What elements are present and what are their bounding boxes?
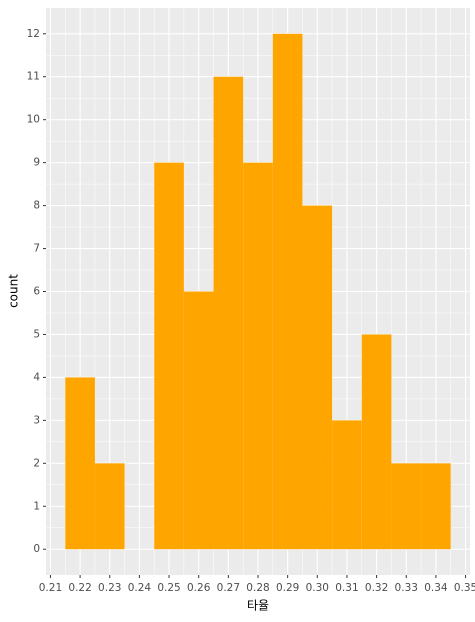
x-tick-label: 0.30	[306, 582, 329, 594]
x-tick-label: 0.32	[365, 582, 388, 594]
x-axis-label: 타율	[247, 599, 269, 613]
bar	[154, 162, 184, 550]
x-tick-label: 0.25	[157, 582, 180, 594]
x-tick-label: 0.23	[98, 582, 121, 594]
x-tick-label: 0.27	[217, 582, 240, 594]
y-tick-label: 4	[33, 371, 40, 383]
y-tick-label: 12	[27, 28, 40, 40]
bar	[302, 205, 333, 550]
bar	[361, 334, 392, 550]
x-tick-label: 0.33	[395, 582, 418, 594]
x-tick-label: 0.24	[128, 582, 152, 594]
bar	[421, 463, 451, 550]
y-tick-label: 5	[33, 328, 40, 340]
bar	[243, 162, 273, 550]
y-tick-label: 3	[33, 414, 40, 426]
x-tick-label: 0.28	[246, 582, 269, 594]
y-axis-label: count	[7, 274, 21, 308]
bar	[391, 463, 422, 550]
bar	[272, 33, 303, 550]
x-tick-label: 0.34	[424, 582, 448, 594]
y-tick-label: 7	[33, 243, 40, 255]
bar	[332, 420, 362, 550]
x-tick-label: 0.26	[187, 582, 211, 594]
bar	[94, 463, 125, 550]
y-tick-label: 9	[33, 157, 40, 169]
y-tick-label: 0	[33, 543, 40, 555]
y-tick-label: 6	[33, 286, 40, 298]
x-tick-label: 0.35	[454, 582, 475, 594]
y-tick-label: 8	[33, 200, 40, 212]
bar	[65, 377, 95, 550]
bar	[183, 291, 214, 550]
y-tick-label: 11	[27, 71, 40, 83]
y-tick-label: 10	[27, 114, 40, 126]
x-tick-label: 0.31	[335, 582, 358, 594]
y-tick-label: 2	[33, 457, 40, 469]
y-tick-label: 1	[33, 500, 40, 512]
x-tick-label: 0.21	[39, 582, 62, 594]
bar	[213, 76, 244, 550]
x-tick-label: 0.22	[68, 582, 91, 594]
x-tick-label: 0.29	[276, 582, 299, 594]
